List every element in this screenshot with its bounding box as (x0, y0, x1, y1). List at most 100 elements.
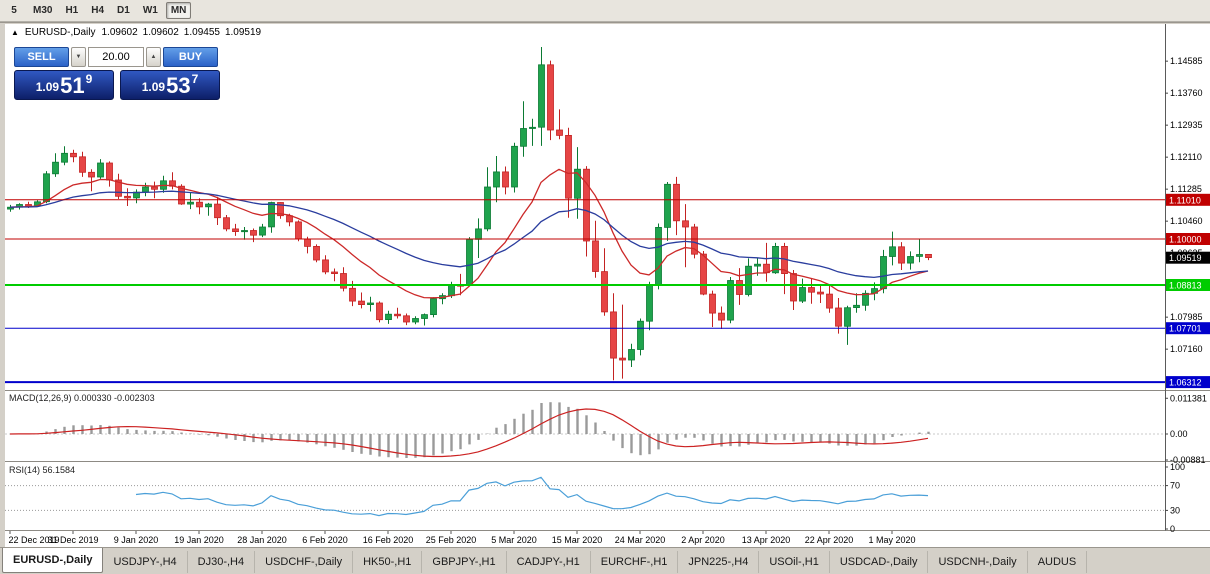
date-label: 15 Mar 2020 (552, 535, 603, 545)
price-tag-1.06312: 1.06312 (1166, 376, 1210, 389)
macd-signal-line (9, 408, 929, 458)
up-arrow-icon: ▲ (150, 54, 157, 60)
chart-tab-AUDUS[interactable]: AUDUS (1028, 551, 1088, 573)
svg-text:1.07701: 1.07701 (1169, 324, 1202, 334)
sell-price-base: 1.09 (35, 80, 60, 94)
chart-tab-USDCHF-,Daily[interactable]: USDCHF-,Daily (255, 551, 354, 573)
buy-price-base: 1.09 (141, 80, 166, 94)
y-axis-label: 1.14585 (1170, 56, 1203, 66)
symbol-timeframe-label: EURUSD-,Daily (24, 27, 96, 38)
chart-tab-HK50-,H1[interactable]: HK50-,H1 (353, 551, 423, 573)
indicator-panes: MACD(12,26,9) 0.000330 -0.002303 0.011381… (5, 393, 1207, 534)
rsi-label: RSI(14) 56.1584 (9, 465, 75, 475)
macd-label: MACD(12,26,9) 0.000330 -0.002303 (9, 393, 155, 403)
period-button-H4[interactable]: H4 (91, 5, 105, 16)
chart-tab-EURCHF-,H1[interactable]: EURCHF-,H1 (591, 551, 679, 573)
chart-tab-USDCNH-,Daily[interactable]: USDCNH-,Daily (928, 551, 1028, 573)
date-label: 19 Jan 2020 (174, 535, 224, 545)
date-label: 25 Feb 2020 (426, 535, 477, 545)
chart-canvas[interactable]: MACD(12,26,9) 0.000330 -0.002303 0.011381… (5, 24, 1210, 547)
y-axis-label: 1.07985 (1170, 312, 1203, 322)
date-label: 22 Dec 2019 (8, 535, 59, 545)
date-label: 5 Mar 2020 (491, 535, 537, 545)
chart-tab-CADJPY-,H1[interactable]: CADJPY-,H1 (507, 551, 591, 573)
chart-area[interactable]: MACD(12,26,9) 0.000330 -0.002303 0.011381… (5, 24, 1210, 547)
chart-tab-USDCAD-,Daily[interactable]: USDCAD-,Daily (830, 551, 929, 573)
date-label: 6 Feb 2020 (302, 535, 348, 545)
close-value: 1.09519 (224, 27, 262, 38)
chart-tab-EURUSD-,Daily[interactable]: EURUSD-,Daily (2, 548, 104, 573)
date-label: 13 Apr 2020 (742, 535, 791, 545)
period-button-5[interactable]: 5 (11, 5, 17, 16)
sell-price-pips: 51 (60, 73, 85, 98)
chart-tab-USDJPY-,H4[interactable]: USDJPY-,H4 (103, 551, 188, 573)
lot-decrease-button[interactable]: ▼ (71, 47, 86, 67)
rsi-axis-label: 100 (1170, 462, 1185, 472)
date-label: 16 Feb 2020 (363, 535, 414, 545)
y-axis-label: 1.12110 (1170, 152, 1202, 162)
chart-grid (5, 24, 1210, 531)
rsi-axis-label: 70 (1170, 481, 1180, 491)
buy-button[interactable]: BUY (163, 47, 218, 67)
price-tag-1.09519: 1.09519 (1166, 251, 1210, 264)
lot-size-input[interactable] (88, 47, 144, 67)
period-button-M30[interactable]: M30 (33, 5, 53, 16)
sell-button[interactable]: SELL (14, 47, 69, 67)
chart-tab-USOil-,H1[interactable]: USOil-,H1 (759, 551, 830, 573)
y-axis-label: 1.13760 (1170, 88, 1203, 98)
moving-averages-layer (9, 168, 929, 299)
buy-price-pips: 53 (166, 73, 191, 98)
svg-text:1.10000: 1.10000 (1169, 235, 1202, 245)
chart-window: MACD(12,26,9) 0.000330 -0.002303 0.011381… (0, 22, 1210, 547)
chart-title: ▲ EURUSD-,Daily 1.09602 1.09602 1.09455 … (11, 27, 261, 38)
y-axis-label: 1.10460 (1170, 216, 1203, 226)
svg-text:1.11010: 1.11010 (1169, 195, 1201, 205)
chart-tab-DJ30-,H4[interactable]: DJ30-,H4 (188, 551, 256, 573)
sell-price-display[interactable]: 1.09 51 9 (14, 70, 114, 100)
macd-axis-label: 0.00 (1170, 429, 1188, 439)
svg-text:1.08813: 1.08813 (1169, 281, 1202, 291)
buy-price-point: 7 (191, 72, 199, 86)
macd-axis-label: 0.011381 (1170, 393, 1207, 403)
buy-price-display[interactable]: 1.09 53 7 (120, 70, 220, 100)
chart-tabs-bar: EURUSD-,Daily USDJPY-,H4 DJ30-,H4 USDCHF-,D… (0, 547, 1210, 574)
macd-axis-label: -0.00881 (1170, 455, 1206, 465)
period-buttons: 5 M30 H1 H4 D1 W1 MN (3, 2, 192, 19)
ma-34-line (9, 190, 929, 279)
price-tag-1.11010: 1.11010 (1166, 193, 1210, 206)
period-button-H1[interactable]: H1 (65, 5, 79, 16)
price-tag-1.07701: 1.07701 (1166, 322, 1210, 335)
y-axis-label: 1.07160 (1170, 344, 1203, 354)
date-label: 2 Apr 2020 (681, 535, 725, 545)
timeframe-toolbar: 5 M30 H1 H4 D1 W1 MN (0, 0, 1210, 22)
horizontal-lines-layer[interactable] (5, 199, 1165, 384)
ma-13-line (9, 168, 929, 299)
chart-tab-JPN225-,H4[interactable]: JPN225-,H4 (678, 551, 760, 573)
rsi-line (135, 476, 929, 517)
date-label: 24 Mar 2020 (615, 535, 666, 545)
price-tag-1.08813: 1.08813 (1166, 279, 1210, 291)
svg-text:1.06312: 1.06312 (1169, 378, 1202, 388)
period-button-MN[interactable]: MN (165, 2, 192, 19)
date-label: 28 Jan 2020 (237, 535, 287, 545)
period-button-D1[interactable]: D1 (117, 5, 130, 16)
date-label: 22 Apr 2020 (805, 535, 854, 545)
down-arrow-icon: ▼ (75, 54, 82, 60)
price-axis[interactable]: 1.14585 1.13760 1.12935 1.12110 1.11285 1.104… (1165, 56, 1210, 389)
date-label: 31 Dec 2019 (47, 535, 98, 545)
low-value: 1.09455 (183, 27, 220, 38)
chart-marker-icon: ▲ (11, 28, 19, 37)
open-value: 1.09602 (101, 27, 138, 38)
high-value: 1.09602 (142, 27, 179, 38)
y-axis-label: 1.11285 (1170, 184, 1202, 194)
lot-increase-button[interactable]: ▲ (146, 47, 161, 67)
period-button-W1[interactable]: W1 (142, 5, 158, 16)
svg-text:1.09519: 1.09519 (1169, 253, 1202, 263)
y-axis-label: 1.12935 (1170, 120, 1203, 130)
date-label: 9 Jan 2020 (114, 535, 159, 545)
price-tag-1.10000: 1.10000 (1166, 233, 1210, 245)
ohlc-readout: 1.09602 1.09602 1.09455 1.09519 (101, 27, 261, 38)
one-click-trading-panel: SELL ▼ ▲ BUY 1.09 51 9 1.09 53 7 (14, 47, 226, 100)
chart-tab-GBPJPY-,H1[interactable]: GBPJPY-,H1 (422, 551, 507, 573)
